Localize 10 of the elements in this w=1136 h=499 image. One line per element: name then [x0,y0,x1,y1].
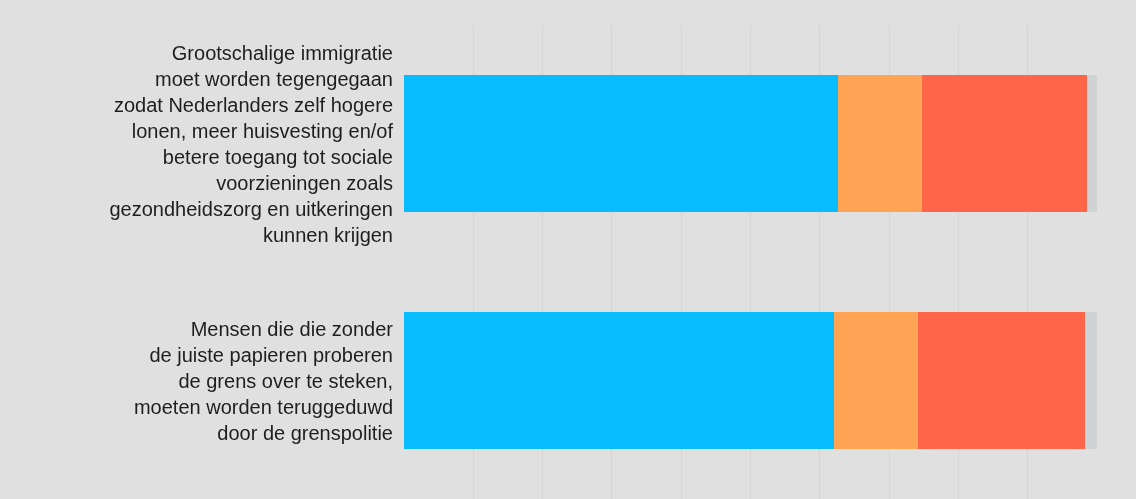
bar [1084,312,1097,449]
bar [917,312,1085,449]
bar [834,312,918,449]
y-tick-label: Grootschalige immigratie moet worden tegengegaan zodat Nederlanders zelf hogere lonen, meer huisvesting en/of betere toegang tot sociale voorzieningen zoals gezondheidszorg en uitkeringen kunnen krijgen [109,41,394,246]
y-tick-label: Mensen die die zonder de juiste papieren proberen de grens over te steken, moeten worden teruggeduwd door de grenspolitie [133,317,394,444]
bar [404,312,835,449]
bar [1086,75,1097,212]
bar [404,75,838,212]
bar [837,75,922,212]
bar [921,75,1087,212]
